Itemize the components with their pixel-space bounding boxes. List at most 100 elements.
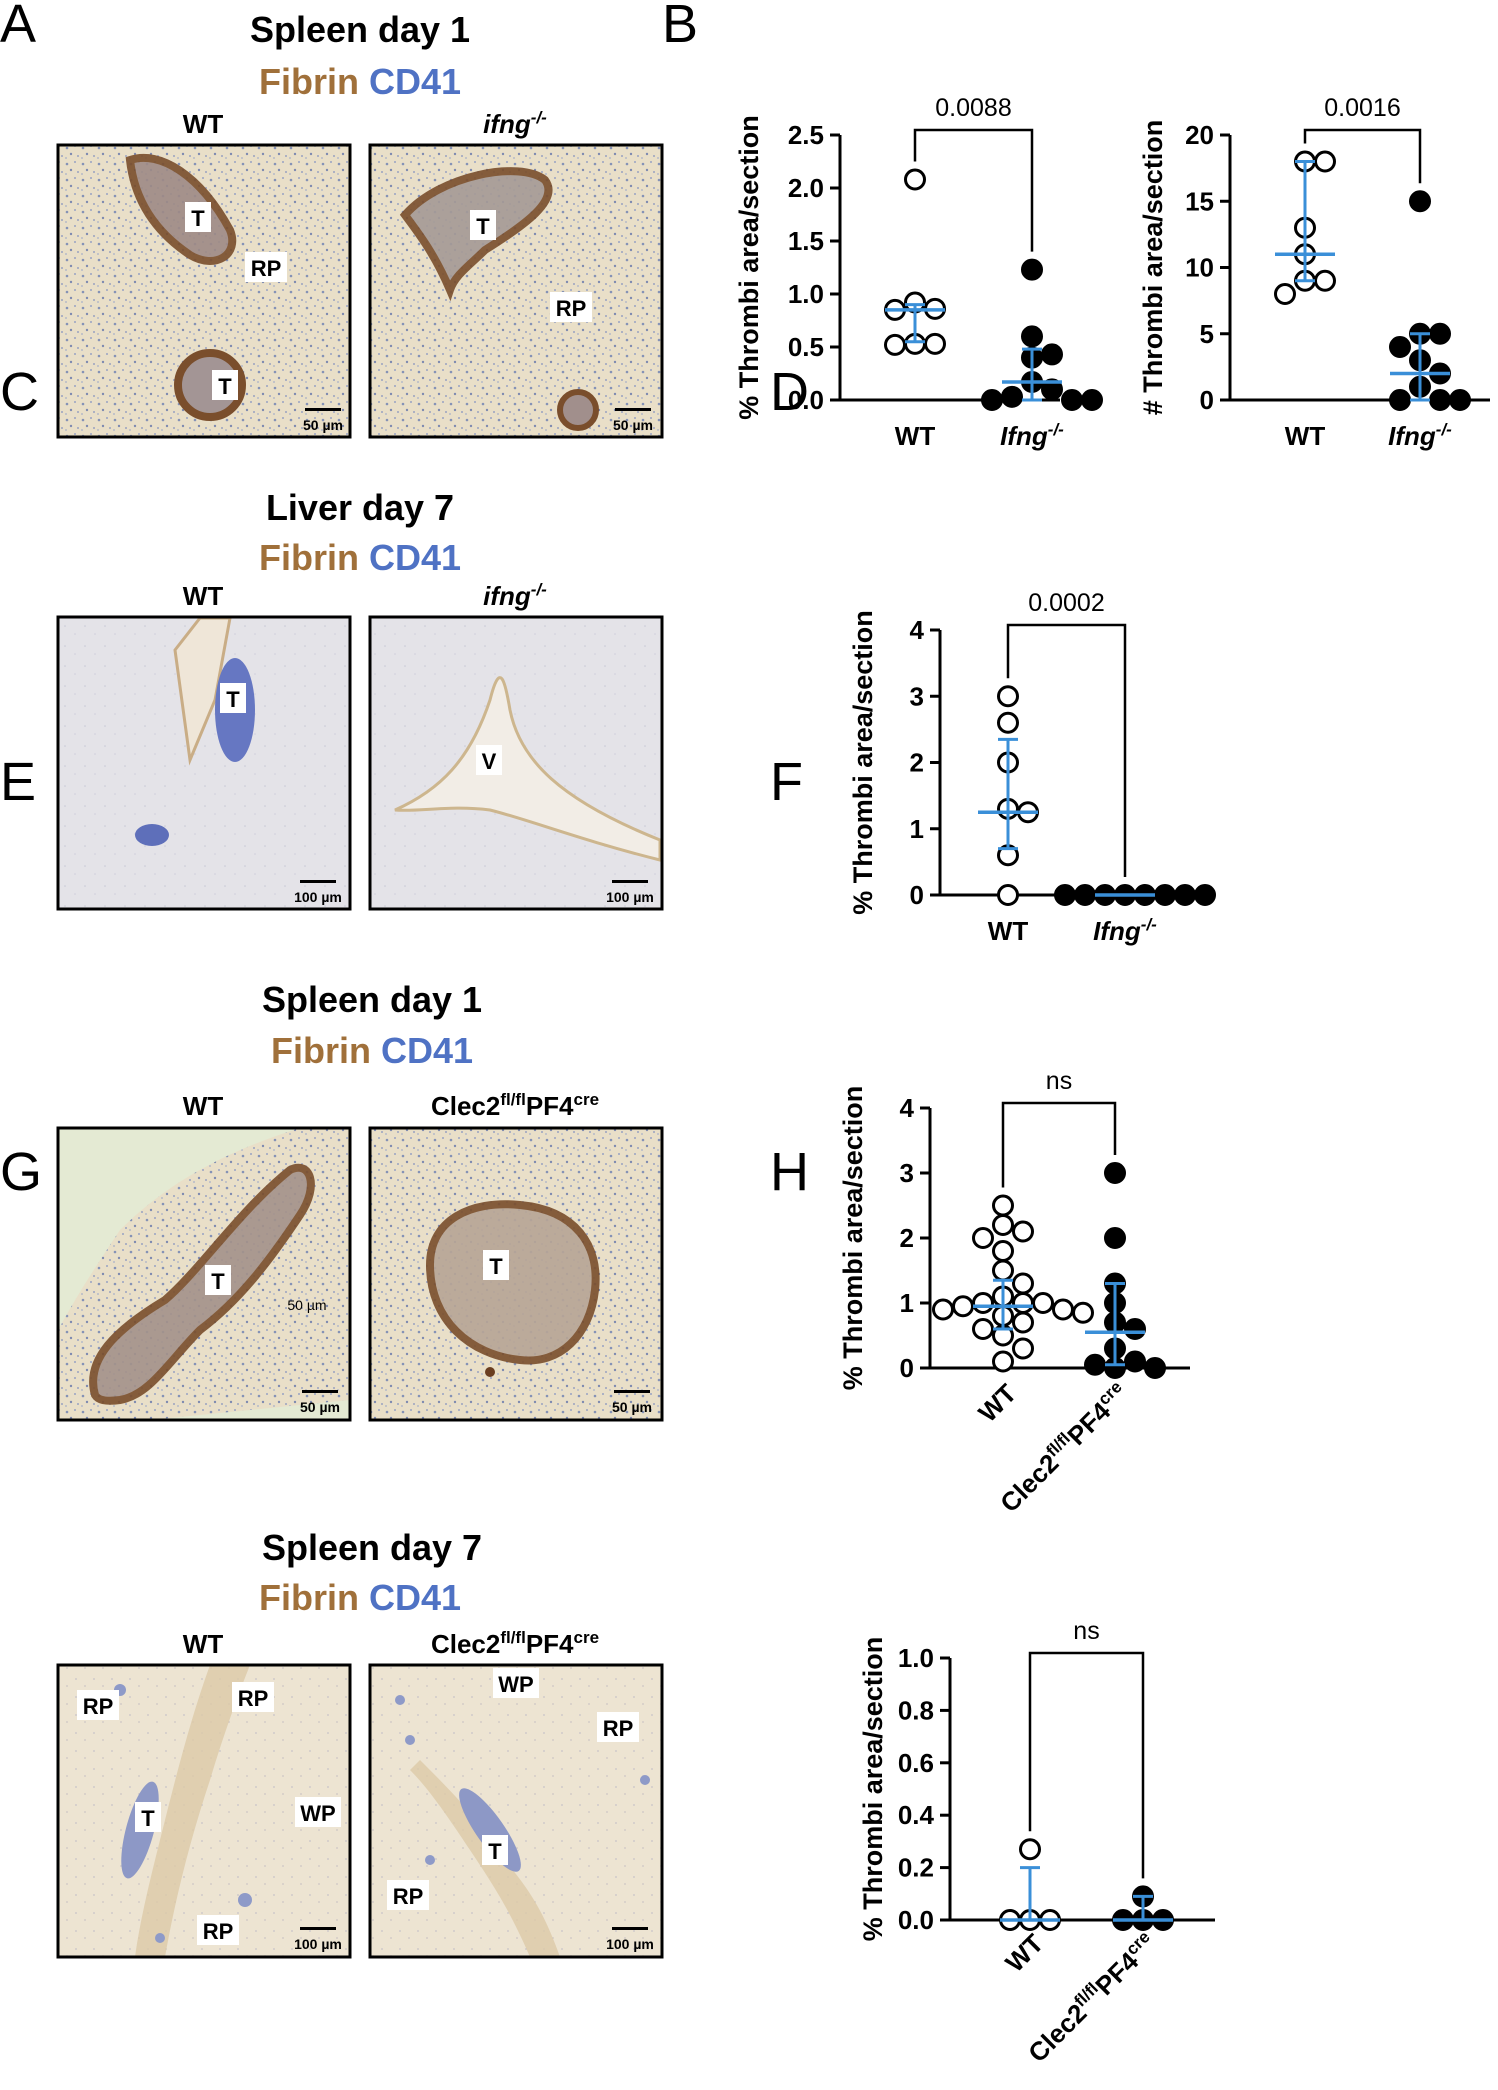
cd41-label: CD41 [369, 537, 461, 578]
scale-bar-label: 100 µm [606, 1936, 654, 1952]
data-point [1274, 283, 1296, 305]
micrograph-panel-c: Liver day 7 Fibrin CD41 WT ifng-/- T 100… [56, 487, 664, 911]
data-point [1021, 258, 1043, 281]
data-point [1041, 378, 1063, 401]
y-tick-label: 0.4 [898, 1800, 935, 1830]
data-point [981, 389, 1003, 411]
scale-bar-label: 50 µm [300, 1399, 340, 1415]
white-pulp-label: WP [300, 1801, 335, 1826]
significance-bracket [1028, 1651, 1145, 1879]
y-tick-label: 1 [900, 1288, 914, 1318]
data-point [992, 1240, 1014, 1262]
left-image-label: WT [183, 109, 224, 139]
category-label: WT [895, 421, 936, 451]
significance-bracket [1006, 623, 1127, 877]
thrombus-label: T [488, 1839, 502, 1864]
y-tick-label: 0 [1200, 385, 1214, 415]
y-tick-label: 4 [900, 1093, 915, 1123]
data-point [1012, 1292, 1034, 1314]
data-point [997, 711, 1019, 734]
data-point [1124, 1350, 1146, 1373]
panel-title: Spleen day 1 [250, 9, 470, 50]
data-point [1052, 1298, 1074, 1321]
y-tick-label: 2 [910, 748, 924, 778]
right-image-label: ifng-/- [483, 580, 547, 611]
data-point [1154, 884, 1176, 906]
fibrin-label: Fibrin [259, 1577, 359, 1618]
data-point [992, 1259, 1014, 1282]
p-value-label: 0.0088 [935, 94, 1011, 122]
data-point [1074, 884, 1096, 906]
data-point [1012, 1220, 1034, 1243]
micrograph-ifng-ko: V 100 µm [368, 615, 664, 911]
right-image-label: ifng-/- [483, 108, 547, 139]
y-axis-label: % Thrombi area/section [858, 1637, 888, 1942]
scale-bar-label: 50 µm [612, 1399, 652, 1415]
thrombus-label: T [211, 1269, 225, 1294]
category-label: Ifng-/- [1388, 420, 1452, 451]
y-tick-label: 0 [910, 880, 924, 910]
y-tick-label: 2.5 [788, 120, 824, 150]
y-axis-label: % Thrombi area/section [838, 1086, 868, 1391]
cd41-label: CD41 [369, 61, 461, 102]
scale-bar-label: 50 µm [303, 417, 343, 433]
micrograph-wt: T 100 µm [56, 615, 352, 911]
fibrin-label: Fibrin [259, 537, 359, 578]
thrombus-label: T [218, 374, 232, 399]
panel-letter-b: B [662, 0, 698, 54]
left-image-label: WT [183, 1629, 224, 1659]
red-pulp-label: RP [83, 1694, 114, 1719]
chart-b1: 0.0 0.5 1.0 1.5 2.0 2.5 % Thrombi area/section… [734, 94, 1103, 451]
micrograph-ifng-ko: T RP 50 µm [368, 143, 664, 439]
panel-letter-h: H [770, 1142, 809, 1202]
data-point [1314, 150, 1336, 173]
red-pulp-label: RP [251, 256, 282, 281]
panel-title: Liver day 7 [266, 487, 454, 528]
category-label: WT [972, 1378, 1022, 1428]
data-point [1084, 1353, 1106, 1376]
significance-bracket [913, 128, 1034, 252]
charts: 0.0 0.5 1.0 1.5 2.0 2.5 % Thrombi area/section… [734, 94, 1490, 2068]
y-tick-label: 10 [1185, 253, 1214, 283]
data-point [1012, 1272, 1034, 1295]
y-tick-label: 15 [1185, 186, 1214, 216]
y-tick-label: 1.0 [898, 1643, 934, 1673]
panel-letter-e: E [0, 752, 36, 812]
panel-letter-g: G [0, 1142, 42, 1202]
y-tick-label: 2 [900, 1223, 914, 1253]
scale-bar-label: 50 µm [613, 417, 653, 433]
cd41-label: CD41 [381, 1030, 473, 1071]
data-point [972, 1318, 994, 1340]
micrograph-clec2-ko: WP RP T RP 100 µm [368, 1663, 664, 1959]
category-label: WT [1285, 421, 1326, 451]
data-point [1194, 884, 1216, 906]
scale-bar-label: 100 µm [606, 889, 654, 905]
data-point [884, 333, 906, 356]
panel-letter-a: A [0, 0, 36, 54]
y-tick-label: 4 [910, 615, 925, 645]
data-point [952, 1295, 974, 1318]
micrograph-wt: T 50 µm 50 µm [56, 1126, 352, 1422]
data-point [1429, 322, 1451, 345]
data-point [1124, 1318, 1146, 1340]
left-image-label: WT [183, 581, 224, 611]
data-point [1001, 385, 1023, 408]
data-point [1032, 1292, 1054, 1314]
thrombus-label: T [191, 206, 205, 231]
y-tick-label: 0.0 [898, 1905, 934, 1935]
data-point [1054, 884, 1076, 906]
data-point [1012, 1337, 1034, 1360]
p-value-label: 0.0002 [1028, 589, 1104, 617]
data-point [997, 884, 1019, 906]
data-point [1012, 1311, 1034, 1334]
micrograph-clec2-ko: T 50 µm [368, 1126, 664, 1422]
panel-letter-f: F [770, 752, 803, 812]
scale-bar-label: 100 µm [294, 889, 342, 905]
y-tick-label: 3 [910, 681, 924, 711]
y-tick-label: 5 [1200, 319, 1214, 349]
y-axis-label: % Thrombi area/section [848, 610, 878, 915]
data-point [932, 1298, 954, 1321]
p-value-label: ns [1073, 1617, 1099, 1645]
y-axis-label: % Thrombi area/section [734, 115, 764, 420]
micrograph-panel-g: Spleen day 7 Fibrin CD41 WT Clec2fl/flPF… [56, 1527, 664, 1959]
